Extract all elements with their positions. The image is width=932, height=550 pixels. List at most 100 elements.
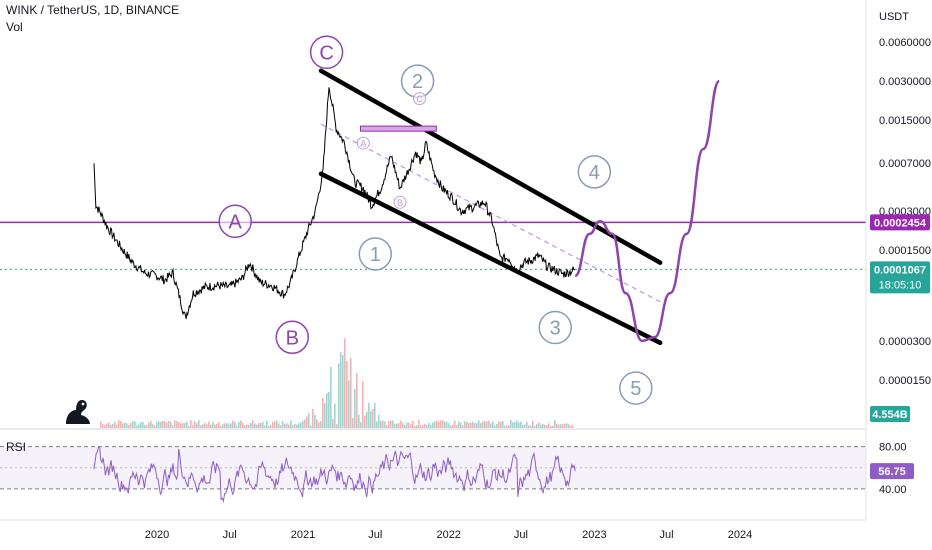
- volume-bar: [134, 421, 136, 428]
- wave-label[interactable]: 2: [400, 64, 435, 98]
- level-price-tag: 0.0002454: [870, 214, 930, 231]
- volume-bar: [442, 420, 444, 428]
- volume-bar: [362, 381, 364, 428]
- volume-bar: [128, 424, 130, 428]
- projection-curve[interactable]: [573, 79, 721, 343]
- volume-bar: [376, 421, 378, 428]
- volume-bar: [160, 421, 162, 428]
- volume-bar: [538, 422, 540, 428]
- wave-label-text: 5: [630, 378, 641, 400]
- volume-bar: [114, 422, 116, 428]
- wave-label-text: 1: [370, 244, 381, 266]
- volume-bar: [312, 408, 314, 428]
- volume-bar: [146, 425, 148, 428]
- volume-bar: [148, 422, 150, 428]
- volume-bar: [156, 422, 158, 428]
- volume-bar: [512, 422, 514, 428]
- volume-tag: 4.554B: [870, 406, 910, 422]
- wave-label[interactable]: B: [393, 195, 407, 209]
- volume-bar: [190, 420, 192, 428]
- wave-label[interactable]: 5: [619, 371, 653, 405]
- volume-bar: [138, 424, 140, 428]
- volume-bar: [356, 372, 358, 428]
- volume-bar: [536, 424, 538, 428]
- volume-bar: [550, 425, 552, 428]
- volume-bar: [554, 420, 556, 428]
- volume-bar: [566, 423, 568, 428]
- wave-label[interactable]: A: [356, 136, 370, 150]
- volume-bar: [194, 421, 196, 428]
- volume-bar: [500, 421, 502, 428]
- wave-label[interactable]: C: [309, 35, 344, 70]
- channel-upper-line[interactable]: [318, 68, 663, 265]
- volume-bar: [176, 421, 178, 428]
- volume-bar: [444, 421, 446, 428]
- volume-bar: [544, 424, 546, 428]
- level-price-value: 0.0002454: [874, 217, 927, 229]
- wave-label[interactable]: B: [275, 320, 310, 355]
- volume-bar: [236, 425, 238, 428]
- volume-bar: [410, 424, 412, 428]
- volume-bar: [120, 421, 122, 428]
- volume-bar: [130, 422, 132, 428]
- wave-label[interactable]: A: [218, 204, 252, 239]
- volume-bar: [168, 420, 170, 428]
- volume-bar: [392, 420, 394, 428]
- volume-bar: [524, 424, 526, 428]
- volume-bar: [250, 422, 252, 428]
- volume-bar: [198, 420, 200, 428]
- rsi-indicator-label[interactable]: RSI: [6, 440, 27, 454]
- volume-bar: [302, 420, 304, 428]
- wave-label[interactable]: C: [413, 92, 427, 106]
- channel-lower-line[interactable]: [318, 171, 663, 346]
- volume-bar: [366, 411, 368, 428]
- volume-bar: [192, 425, 194, 428]
- volume-bar: [220, 425, 222, 428]
- wave-label[interactable]: 1: [358, 237, 393, 271]
- volume-bar: [428, 422, 430, 428]
- volume-bar: [252, 420, 254, 428]
- volume-bar: [408, 422, 410, 428]
- volume-bar: [350, 358, 352, 428]
- wave-label[interactable]: 4: [577, 155, 612, 189]
- volume-bar: [446, 421, 448, 428]
- volume-bar: [432, 422, 434, 428]
- volume-bar: [414, 425, 416, 428]
- time-axis[interactable]: 2020 Jul 2021 Jul 2022 Jul 2023 Jul 2024: [0, 519, 866, 541]
- wave-label[interactable]: 3: [538, 310, 572, 345]
- volume-bar: [102, 424, 104, 428]
- volume-indicator-label[interactable]: Vol: [6, 20, 23, 34]
- rsi-value: 56.75: [878, 466, 906, 478]
- volume-bar: [164, 421, 166, 428]
- volume-bar: [272, 421, 274, 428]
- volume-bar: [496, 423, 498, 428]
- volume-bar: [132, 421, 134, 428]
- main-pane: A B C 1 2 3 4 5 A B C: [0, 35, 866, 428]
- volume-bar: [276, 420, 278, 428]
- volume-bar: [210, 424, 212, 428]
- resistance-highlight-box[interactable]: [360, 125, 437, 132]
- volume-bar: [492, 421, 494, 428]
- volume-bar: [308, 413, 310, 428]
- volume-bar: [284, 423, 286, 428]
- price-axis[interactable]: USDT 0.0060000 0.0030000 0.0015000 0.000700…: [865, 0, 931, 520]
- volume-bar: [110, 424, 112, 428]
- volume-bar: [560, 424, 562, 428]
- volume-bar: [126, 423, 128, 428]
- volume-bar: [470, 422, 472, 428]
- wave-label-text: C: [416, 94, 423, 104]
- volume-bar: [112, 423, 114, 428]
- symbol-title[interactable]: WINK / TetherUS, 1D, BINANCE: [6, 3, 180, 17]
- rsi-tick-label: 80.00: [879, 442, 907, 454]
- volume-bar: [482, 421, 484, 428]
- rsi-series-line: [93, 446, 576, 503]
- volume-bar: [546, 425, 548, 428]
- time-tick-label: 2022: [436, 529, 460, 541]
- volume-bar: [564, 423, 566, 428]
- volume-bar: [270, 425, 272, 428]
- volume-bar: [234, 421, 236, 428]
- volume-bar: [548, 423, 550, 428]
- volume-bar: [340, 352, 342, 428]
- volume-bar: [218, 422, 220, 428]
